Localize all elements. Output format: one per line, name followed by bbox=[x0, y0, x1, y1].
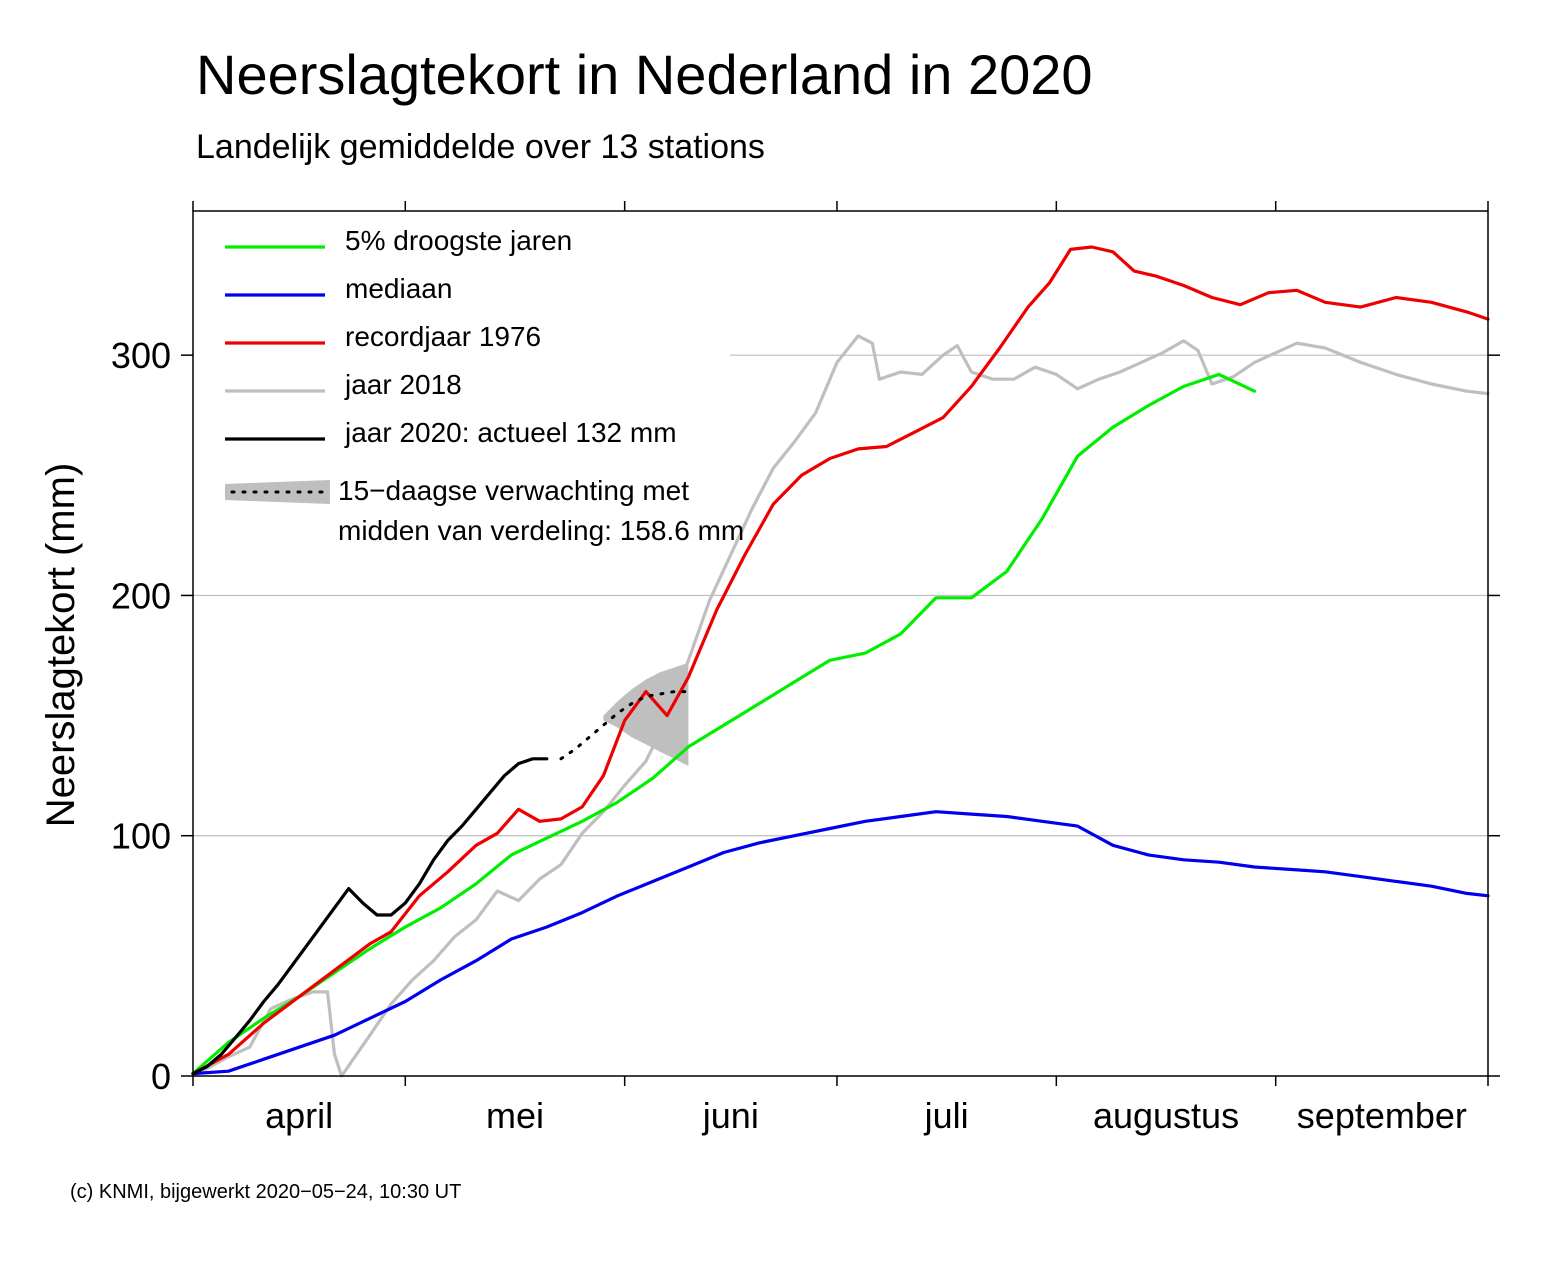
y-tick-label-100: 100 bbox=[111, 816, 171, 857]
series-line-4 bbox=[191, 757, 549, 1076]
x-tick-label-april: april bbox=[265, 1095, 333, 1136]
y-axis-label: Neerslagtekort (mm) bbox=[39, 463, 83, 828]
x-tick-label-augustus: augustus bbox=[1093, 1095, 1239, 1136]
y-tick-label-300: 300 bbox=[111, 335, 171, 376]
chart-subtitle: Landelijk gemiddelde over 13 stations bbox=[196, 128, 765, 166]
data-series bbox=[191, 245, 1490, 1078]
gridlines bbox=[193, 354, 1488, 837]
legend-label-2: recordjaar 1976 bbox=[345, 321, 541, 352]
footer-credit: (c) KNMI, bijgewerkt 2020−05−24, 10:30 U… bbox=[70, 1181, 461, 1203]
axes: 0 100 200 300 april mei juni juli augustus septem… bbox=[111, 201, 1500, 1136]
series-line-1 bbox=[191, 810, 1490, 1076]
x-tick-label-september: september bbox=[1297, 1095, 1467, 1136]
x-tick-label-juli: juli bbox=[924, 1095, 969, 1136]
legend-label-3: jaar 2018 bbox=[344, 369, 462, 400]
plot-frame bbox=[192, 210, 1489, 1077]
legend-label-4: jaar 2020: actueel 132 mm bbox=[344, 417, 677, 448]
legend-label-forecast-1: 15−daagse verwachting met bbox=[338, 475, 689, 506]
series-line-2 bbox=[191, 245, 1490, 1076]
chart-title: Neerslagtekort in Nederland in 2020 bbox=[196, 43, 1093, 106]
forecast-band bbox=[603, 662, 689, 766]
series-line-0 bbox=[191, 372, 1257, 1076]
x-tick-label-juni: juni bbox=[702, 1095, 759, 1136]
y-tick-label-200: 200 bbox=[111, 575, 171, 616]
legend-label-0: 5% droogste jaren bbox=[345, 225, 572, 256]
legend-label-forecast-2: midden van verdeling: 158.6 mm bbox=[338, 515, 744, 546]
y-tick-label-0: 0 bbox=[151, 1056, 171, 1097]
legend-label-1: mediaan bbox=[345, 273, 452, 304]
legend: 5% droogste jaren mediaan recordjaar 1976 j… bbox=[225, 225, 744, 546]
x-tick-label-mei: mei bbox=[486, 1095, 544, 1136]
